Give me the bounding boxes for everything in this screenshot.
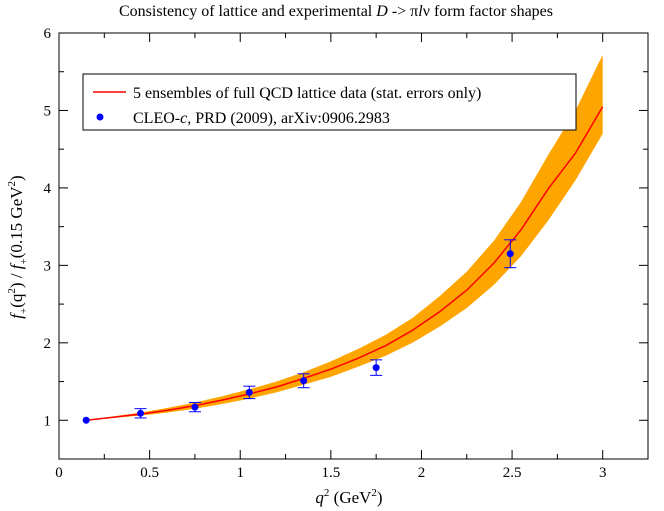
central-curve xyxy=(86,106,604,422)
x-tick-label: 2.5 xyxy=(503,465,522,481)
data-point xyxy=(137,409,145,417)
data-point xyxy=(82,416,90,424)
y-tick-label: 2 xyxy=(44,336,52,352)
y-axis-ticks: 1 2 3 4 5 6 xyxy=(44,26,648,460)
band-layer xyxy=(86,54,604,422)
legend-marker-cleo xyxy=(96,113,104,121)
y-axis-label: f+(q2) / f+(0.15 GeV2) xyxy=(6,175,30,318)
y-tick-label: 1 xyxy=(44,413,52,429)
data-point xyxy=(191,403,199,411)
y-tick-label: 4 xyxy=(44,181,52,197)
legend-box xyxy=(82,73,577,131)
x-axis-label: q2 (GeV2) xyxy=(315,487,382,507)
y-tick-label: 5 xyxy=(44,103,52,119)
x-tick-label: 2 xyxy=(418,465,426,481)
x-tick-label: 1 xyxy=(236,465,244,481)
legend: 5 ensembles of full QCD lattice data (st… xyxy=(82,73,577,131)
y-tick-label: 3 xyxy=(44,258,52,274)
x-tick-label: 1.5 xyxy=(321,465,340,481)
x-tick-label: 0 xyxy=(55,465,63,481)
data-point xyxy=(300,377,308,385)
y-tick-label: 6 xyxy=(44,26,52,42)
chart-title: Consistency of lattice and experimental … xyxy=(119,3,553,20)
error-band xyxy=(86,54,603,421)
plot-frame xyxy=(58,32,649,460)
legend-label-cleo: CLEO-c, PRD (2009), arXiv:0906.2983 xyxy=(133,110,390,127)
x-tick-label: 0.5 xyxy=(140,465,159,481)
legend-label-lattice: 5 ensembles of full QCD lattice data (st… xyxy=(133,85,481,102)
data-point xyxy=(372,364,380,372)
plot-border xyxy=(58,32,649,460)
data-point xyxy=(245,388,253,396)
data-point xyxy=(506,250,514,258)
x-axis-ticks: 0 0.5 1 1.5 2 2.5 3 xyxy=(55,33,649,481)
points-layer xyxy=(82,239,517,424)
x-tick-label: 3 xyxy=(599,465,607,481)
